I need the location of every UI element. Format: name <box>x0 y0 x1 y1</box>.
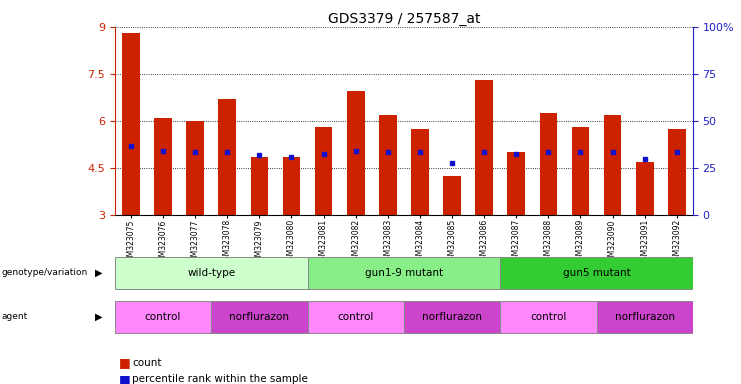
Bar <box>347 91 365 215</box>
FancyBboxPatch shape <box>115 301 211 333</box>
FancyBboxPatch shape <box>115 257 308 288</box>
Text: gun1-9 mutant: gun1-9 mutant <box>365 268 443 278</box>
FancyBboxPatch shape <box>500 257 693 288</box>
Text: norflurazon: norflurazon <box>422 312 482 322</box>
Bar <box>282 157 300 215</box>
FancyBboxPatch shape <box>500 301 597 333</box>
Bar <box>443 176 461 215</box>
Text: genotype/variation: genotype/variation <box>1 268 87 277</box>
Bar <box>604 115 622 215</box>
Bar <box>154 118 172 215</box>
Text: gun5 mutant: gun5 mutant <box>562 268 631 278</box>
FancyBboxPatch shape <box>308 257 500 288</box>
Bar <box>571 127 589 215</box>
FancyBboxPatch shape <box>597 301 693 333</box>
Bar <box>539 113 557 215</box>
Text: wild-type: wild-type <box>187 268 235 278</box>
Text: control: control <box>530 312 567 322</box>
Bar <box>636 162 654 215</box>
FancyBboxPatch shape <box>211 301 308 333</box>
Bar <box>122 33 140 215</box>
Bar <box>219 99 236 215</box>
Bar <box>508 152 525 215</box>
Bar <box>379 115 396 215</box>
Text: ▶: ▶ <box>95 312 102 322</box>
Text: ■: ■ <box>119 373 130 384</box>
Bar <box>250 157 268 215</box>
Bar <box>668 129 685 215</box>
Text: control: control <box>144 312 182 322</box>
Title: GDS3379 / 257587_at: GDS3379 / 257587_at <box>328 12 480 26</box>
Text: ■: ■ <box>119 356 130 369</box>
Bar <box>186 121 204 215</box>
Text: norflurazon: norflurazon <box>615 312 674 322</box>
Bar <box>475 80 493 215</box>
Text: count: count <box>132 358 162 368</box>
Text: percentile rank within the sample: percentile rank within the sample <box>132 374 308 384</box>
FancyBboxPatch shape <box>308 301 404 333</box>
Text: control: control <box>337 312 374 322</box>
Text: agent: agent <box>1 312 27 321</box>
Text: norflurazon: norflurazon <box>230 312 289 322</box>
Text: ▶: ▶ <box>95 268 102 278</box>
Bar <box>315 127 333 215</box>
Bar <box>411 129 429 215</box>
FancyBboxPatch shape <box>404 301 500 333</box>
